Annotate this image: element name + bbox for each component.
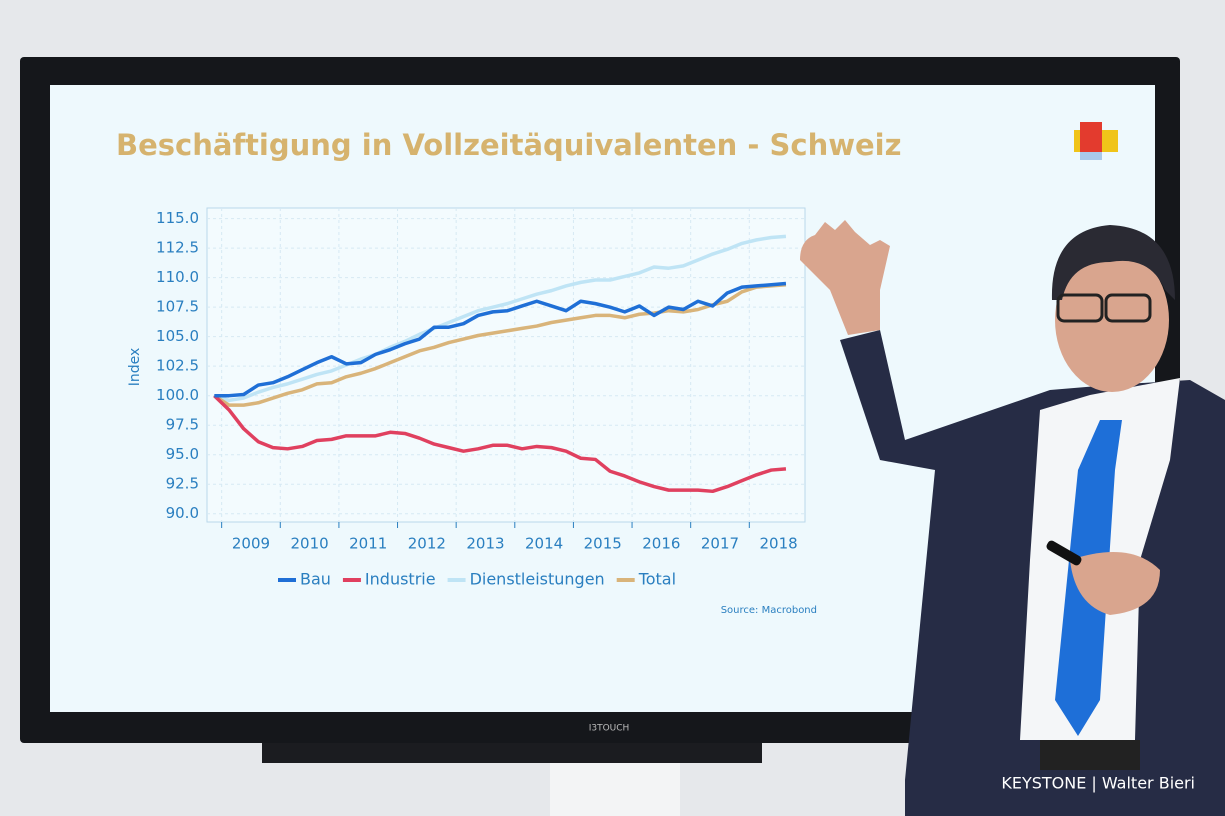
plot-area (206, 207, 806, 523)
belt (1040, 740, 1140, 770)
logo (1074, 122, 1118, 160)
series-line (214, 281, 787, 398)
y-tick-label: 92.5 (166, 475, 199, 493)
y-tick-label: 115.0 (156, 209, 199, 227)
presenter (800, 220, 1225, 816)
y-tick-label: 107.5 (156, 298, 199, 316)
legend-label: Dienstleistungen (470, 570, 605, 589)
y-tick-label: 95.0 (166, 445, 199, 463)
x-tick-label: 2011 (349, 535, 387, 553)
y-tick-label: 100.0 (156, 386, 199, 404)
source: Source: Macrobond (721, 605, 817, 616)
x-tick-label: 2009 (232, 535, 270, 553)
logo-red (1080, 122, 1102, 152)
legend-label: Industrie (365, 570, 436, 589)
series-line (213, 234, 787, 403)
legend: Bau Industrie Dienstleistungen Total (278, 570, 676, 589)
legend-label: Total (638, 570, 676, 589)
x-tick-label: 2012 (408, 535, 446, 553)
photo-credit: KEYSTONE | Walter Bieri (1001, 774, 1195, 793)
y-axis-label: Index (127, 348, 143, 387)
y-tick-label: 97.5 (166, 416, 199, 434)
chart: 90.0 92.5 95.0 97.5 100.0 102.5 105.0 107.5 110.… (156, 208, 805, 589)
x-tick-label: 2017 (701, 535, 739, 553)
chart-title: Beschäftigung in Vollzeitäquivalenten - … (116, 128, 902, 162)
glasses-right (1104, 293, 1152, 323)
x-tick-label: 2016 (642, 535, 680, 553)
clicker (1046, 540, 1082, 566)
y-tick-label: 102.5 (156, 357, 199, 375)
x-tick-label: 2013 (466, 535, 504, 553)
x-tick-label: 2010 (291, 535, 329, 553)
hair (1051, 225, 1175, 300)
y-tick-label: 112.5 (156, 239, 199, 257)
glasses-left (1056, 293, 1104, 323)
hand-raised (800, 220, 890, 335)
y-tick-label: 110.0 (156, 268, 199, 286)
hand-lower (1070, 552, 1160, 615)
x-tick-label: 2015 (584, 535, 622, 553)
y-tick-label: 105.0 (156, 327, 199, 345)
brand: I3TOUCH (589, 724, 630, 734)
series-line (213, 282, 787, 407)
y-tick-label: 90.0 (166, 504, 199, 522)
series-line (213, 394, 787, 494)
logo-blue (1080, 152, 1102, 160)
x-tick-label: 2014 (525, 535, 563, 553)
legend-label: Bau (300, 570, 331, 589)
x-tick-label: 2018 (760, 535, 798, 553)
